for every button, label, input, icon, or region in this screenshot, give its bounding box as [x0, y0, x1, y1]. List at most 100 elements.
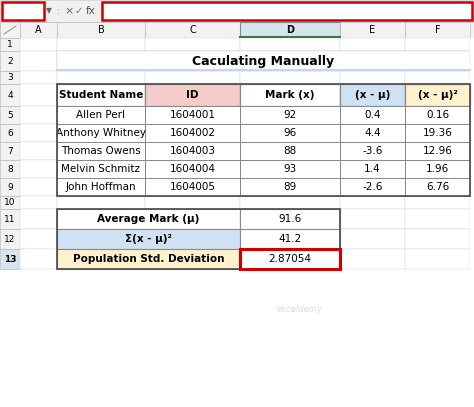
- Bar: [57, 209, 340, 269]
- Bar: [0, 71, 20, 84]
- Bar: [145, 51, 240, 71]
- Bar: [340, 106, 405, 124]
- Bar: [340, 178, 405, 196]
- Bar: [2, 2, 44, 20]
- Bar: [20, 178, 57, 196]
- Bar: [20, 160, 57, 178]
- Bar: [340, 160, 405, 178]
- Bar: [240, 71, 340, 84]
- Text: Mark (x): Mark (x): [265, 90, 315, 100]
- Bar: [57, 84, 145, 106]
- Text: 6: 6: [7, 129, 13, 138]
- Bar: [340, 160, 405, 178]
- Bar: [57, 22, 145, 38]
- Bar: [57, 160, 145, 178]
- Bar: [0, 196, 20, 209]
- Bar: [405, 51, 470, 71]
- Bar: [145, 160, 240, 178]
- Text: ▼: ▼: [46, 7, 52, 15]
- Text: Melvin Schmitz: Melvin Schmitz: [62, 164, 140, 174]
- Bar: [340, 71, 405, 84]
- Bar: [102, 2, 472, 20]
- Bar: [240, 142, 340, 160]
- Bar: [57, 124, 145, 142]
- Bar: [240, 22, 340, 38]
- Bar: [405, 38, 470, 51]
- Text: Anthony Whitney: Anthony Whitney: [56, 128, 146, 138]
- Bar: [340, 124, 405, 142]
- Text: 9: 9: [7, 182, 13, 192]
- Bar: [240, 196, 340, 209]
- Bar: [145, 229, 240, 249]
- Text: Student Name: Student Name: [59, 90, 143, 100]
- Bar: [405, 249, 470, 269]
- Text: 1: 1: [7, 40, 13, 49]
- Bar: [240, 249, 340, 269]
- Text: 1.96: 1.96: [426, 164, 449, 174]
- Bar: [145, 84, 240, 106]
- Text: (x - μ): (x - μ): [355, 90, 390, 100]
- Bar: [340, 178, 405, 196]
- Bar: [405, 84, 470, 106]
- Text: 1604002: 1604002: [170, 128, 216, 138]
- Bar: [57, 249, 240, 269]
- Text: Σ(x - μ)²: Σ(x - μ)²: [125, 234, 172, 244]
- Bar: [57, 106, 145, 124]
- Text: A: A: [35, 25, 42, 35]
- Text: D: D: [286, 25, 294, 35]
- Text: 89: 89: [283, 182, 297, 192]
- Bar: [340, 106, 405, 124]
- Text: 0.4: 0.4: [364, 110, 381, 120]
- Text: 93: 93: [283, 164, 297, 174]
- Bar: [240, 124, 340, 142]
- Text: fx: fx: [86, 6, 96, 16]
- Bar: [57, 51, 145, 71]
- Bar: [20, 22, 57, 38]
- Text: 7: 7: [7, 147, 13, 155]
- Bar: [20, 229, 57, 249]
- Text: 11: 11: [4, 214, 16, 223]
- Bar: [145, 106, 240, 124]
- Text: Thomas Owens: Thomas Owens: [61, 146, 141, 156]
- Bar: [57, 84, 470, 196]
- Text: 6.76: 6.76: [426, 182, 449, 192]
- Bar: [240, 229, 340, 249]
- Bar: [145, 249, 240, 269]
- Bar: [0, 51, 20, 71]
- Bar: [340, 84, 405, 106]
- Bar: [405, 178, 470, 196]
- Bar: [405, 142, 470, 160]
- Bar: [20, 124, 57, 142]
- Text: 0.16: 0.16: [426, 110, 449, 120]
- Bar: [57, 142, 145, 160]
- Text: 92: 92: [283, 110, 297, 120]
- Bar: [405, 22, 470, 38]
- Bar: [57, 84, 145, 106]
- Bar: [57, 160, 145, 178]
- Bar: [405, 196, 470, 209]
- Text: =SQRT(D12/COUNT(D5:D9)): =SQRT(D12/COUNT(D5:D9)): [110, 6, 257, 16]
- Text: E: E: [369, 25, 375, 35]
- Text: exceldemy: exceldemy: [277, 306, 323, 315]
- Bar: [0, 0, 474, 22]
- Bar: [57, 178, 145, 196]
- Bar: [405, 124, 470, 142]
- Bar: [145, 142, 240, 160]
- Bar: [340, 142, 405, 160]
- Text: ×: ×: [64, 6, 73, 16]
- Bar: [240, 142, 340, 160]
- Bar: [145, 71, 240, 84]
- Bar: [340, 142, 405, 160]
- Bar: [405, 106, 470, 124]
- Text: (x - μ)²: (x - μ)²: [418, 90, 457, 100]
- Bar: [57, 142, 145, 160]
- Bar: [57, 178, 145, 196]
- Bar: [405, 160, 470, 178]
- Bar: [0, 142, 20, 160]
- Bar: [20, 84, 57, 106]
- Text: 91.6: 91.6: [278, 214, 301, 224]
- Bar: [340, 196, 405, 209]
- Text: :: :: [57, 6, 61, 16]
- Bar: [57, 71, 145, 84]
- Bar: [0, 124, 20, 142]
